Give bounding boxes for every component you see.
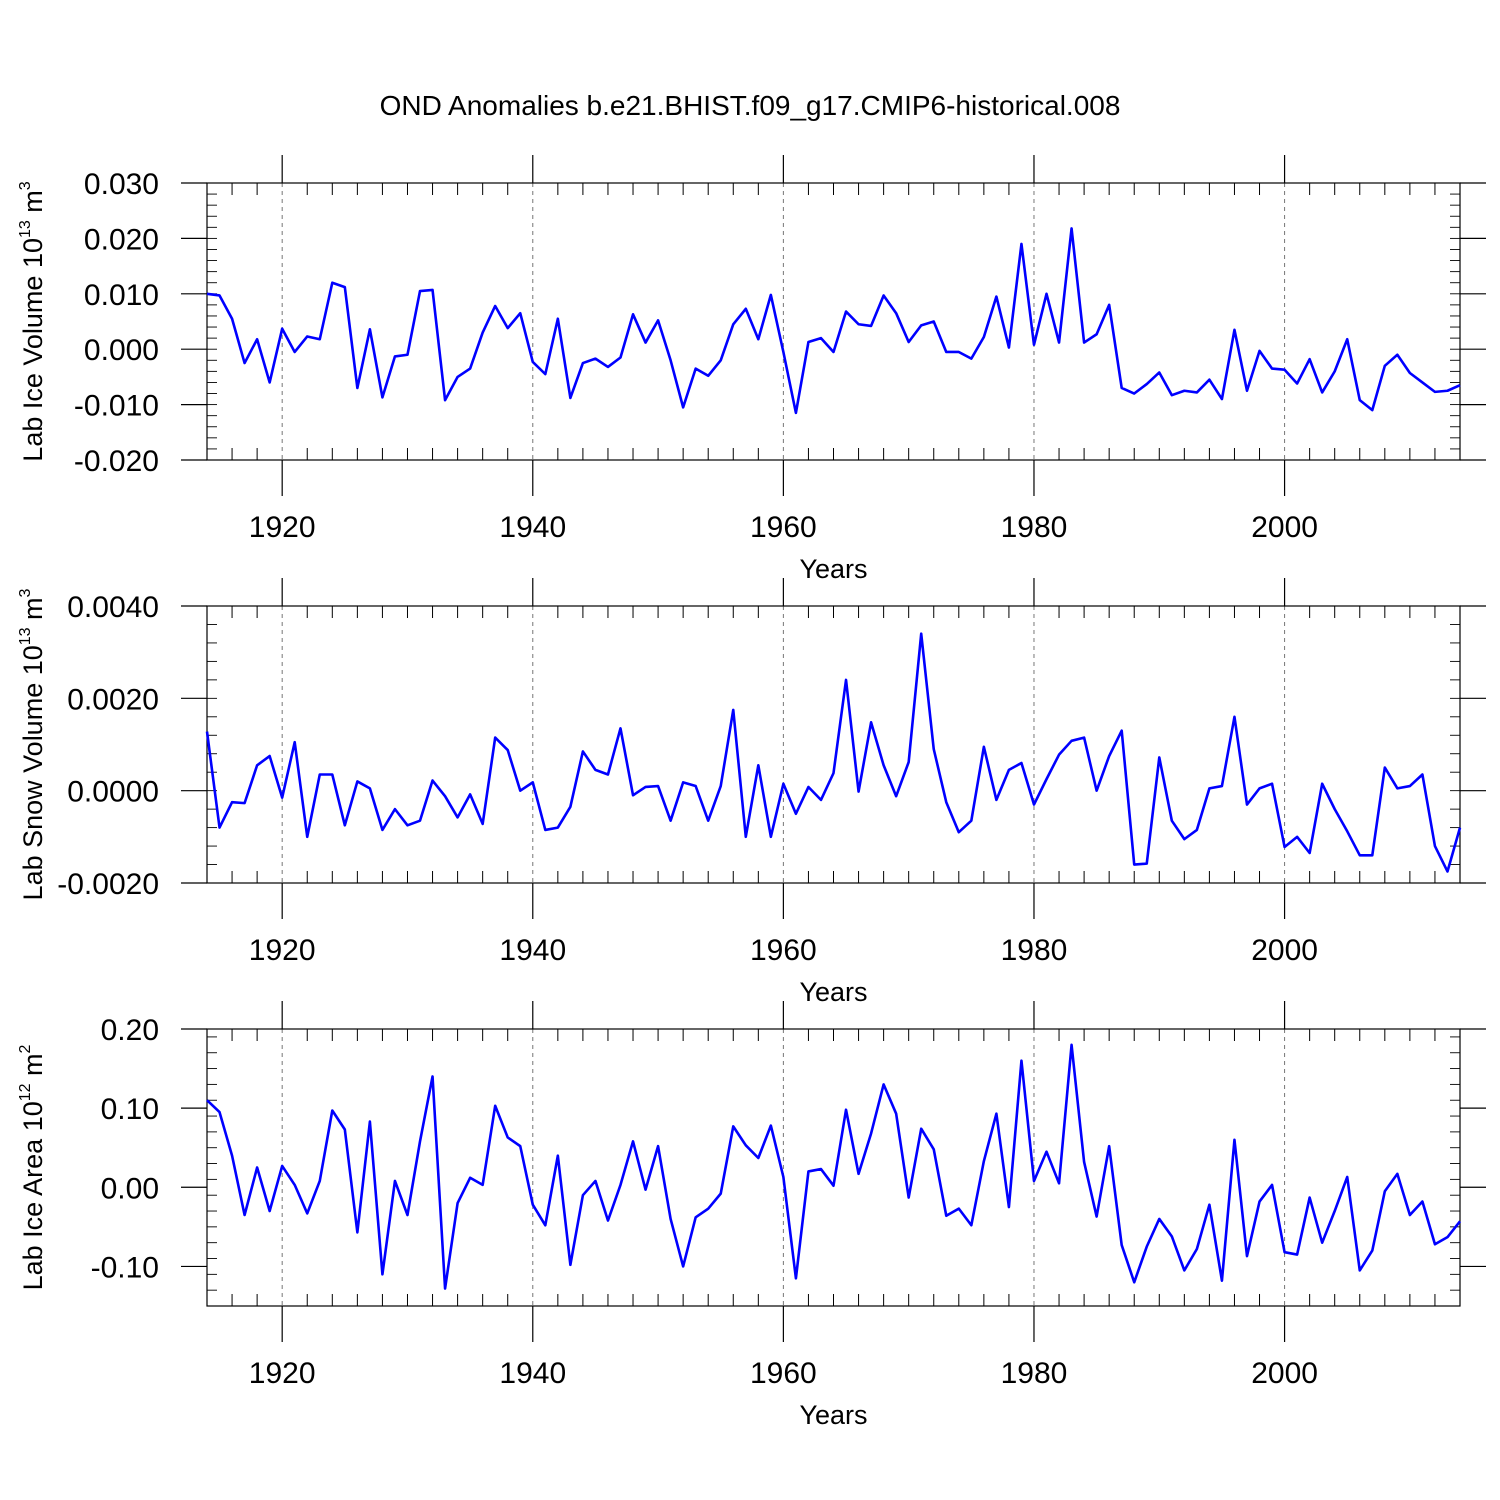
y-tick-label: -0.10: [91, 1251, 159, 1284]
x-tick-label-1920: 1920: [249, 511, 316, 544]
x-axis-label: Years: [799, 1400, 867, 1430]
chart-panel-snow-volume: 1920 1940 1960 1980 2000 -0.0020 0.0000 0.0020 0…: [17, 578, 1486, 1007]
y-tick-label: 0.00: [101, 1172, 159, 1205]
series-line-ice-volume: [206, 227, 1461, 415]
y-tick-label: 0.20: [101, 1014, 159, 1047]
y-tick-label: 0.010: [84, 279, 159, 312]
x-tick-label-1980: 1980: [1001, 1357, 1068, 1390]
x-tick-label-1940: 1940: [499, 511, 566, 544]
y-axis-label: Lab Snow Volume 1013 m3: [17, 588, 48, 900]
y-tick-label: 0.10: [101, 1093, 159, 1126]
chart-panel-ice-volume: 1920 1940 1960 1980 2000 -0.020 -0.010 0.000 0.0…: [17, 155, 1486, 584]
x-tick-label-1960: 1960: [750, 511, 817, 544]
figure-title: OND Anomalies b.e21.BHIST.f09_g17.CMIP6-…: [379, 90, 1121, 121]
y-tick-label: 0.0000: [67, 776, 159, 809]
y-tick-label: 0.0040: [67, 591, 159, 624]
y-tick-label: -0.020: [74, 445, 159, 478]
x-tick-label-1960: 1960: [750, 1357, 817, 1390]
y-tick-label: 0.030: [84, 168, 159, 201]
plot-frame: [206, 1028, 1461, 1307]
plot-frame: [206, 605, 1461, 884]
x-tick-label-2000: 2000: [1251, 511, 1318, 544]
x-axis-label: Years: [799, 554, 867, 584]
y-tick-label: -0.010: [74, 390, 159, 423]
x-tick-label-1960: 1960: [750, 934, 817, 967]
x-tick-label-1940: 1940: [499, 1357, 566, 1390]
y-tick-label: -0.0020: [57, 868, 159, 901]
x-tick-label-1980: 1980: [1001, 511, 1068, 544]
series-line-ice-area: [206, 1043, 1462, 1290]
y-axis-label: Lab Ice Area 1012 m2: [17, 1044, 48, 1290]
x-tick-label-1980: 1980: [1001, 934, 1068, 967]
x-tick-label-1940: 1940: [499, 934, 566, 967]
x-tick-label-1920: 1920: [249, 1357, 316, 1390]
x-axis-label: Years: [799, 977, 867, 1007]
y-tick-label: 0.0020: [67, 683, 159, 716]
x-tick-label-2000: 2000: [1251, 934, 1318, 967]
chart-panel-ice-area: 1920 1940 1960 1980 2000 -0.10 0.00 0.10 0.20 Yea…: [17, 1001, 1486, 1430]
y-tick-label: 0.020: [84, 223, 159, 256]
series-line-snow-volume: [205, 632, 1462, 873]
y-axis-label: Lab Ice Volume 1013 m3: [17, 181, 48, 461]
x-tick-label-2000: 2000: [1251, 1357, 1318, 1390]
x-tick-label-1920: 1920: [249, 934, 316, 967]
y-tick-label: 0.000: [84, 334, 159, 367]
plot-frame: [206, 182, 1461, 461]
